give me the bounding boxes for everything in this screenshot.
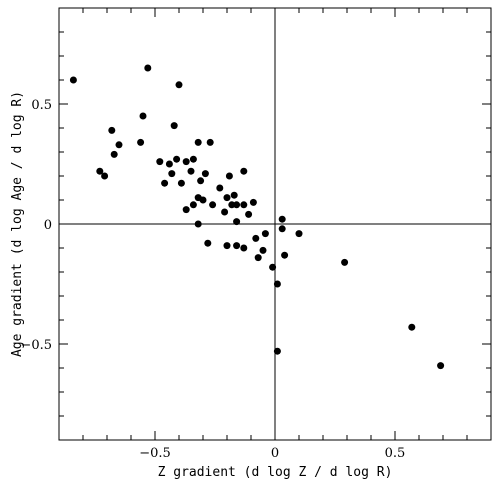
data-point [115,141,123,149]
data-point [156,158,164,166]
data-point [233,201,241,209]
data-point [216,184,224,192]
data-point [252,234,260,242]
data-point [108,126,116,134]
x-tick-label: 0 [271,446,279,461]
x-tick-label: 0.5 [385,446,406,461]
data-point [144,64,152,72]
data-point [273,280,281,288]
data-point [233,242,241,250]
y-axis-label: Age gradient (d log Age / d log R) [10,91,25,357]
y-tick-label: 0.5 [31,98,52,113]
data-point [197,177,205,185]
data-point [177,179,185,187]
data-point [189,201,197,209]
data-point [295,230,303,238]
data-point [249,198,257,206]
data-point [341,258,349,266]
data-point [168,170,176,178]
data-point [194,220,202,228]
data-point [69,76,77,84]
data-point [206,138,214,146]
data-point [187,167,195,175]
data-point [173,155,181,163]
data-point [139,112,147,120]
data-point [223,242,231,250]
y-tick-label: 0 [44,218,52,233]
data-point [201,170,209,178]
data-point [228,201,236,209]
x-tick-label: −0.5 [139,446,171,461]
data-point [269,263,277,271]
data-point [240,244,248,252]
data-point [278,215,286,223]
data-point [175,81,183,89]
data-point [278,225,286,233]
data-point [189,155,197,163]
data-point [259,246,267,254]
data-point [240,201,248,209]
data-point [437,362,445,370]
data-point [230,191,238,199]
data-point [165,160,173,168]
data-point [245,210,253,218]
data-point [199,196,207,204]
data-point [182,158,190,166]
data-points [69,64,445,370]
y-tick-label: −0.5 [20,338,52,353]
data-point [209,201,217,209]
data-point [137,138,145,146]
data-point [170,122,178,130]
data-point [254,254,262,262]
data-point [225,172,233,180]
data-point [110,150,118,158]
data-point [182,206,190,214]
data-point [223,194,231,202]
data-point [261,230,269,238]
data-point [204,239,212,247]
x-axis-label: Z gradient (d log Z / d log R) [158,465,393,480]
data-point [408,323,416,331]
data-point [233,218,241,226]
data-point [240,167,248,175]
data-point [273,347,281,355]
data-point [194,138,202,146]
data-point [96,167,104,175]
axes: −0.5 0 0.5 −0.5 0 0.5 [20,7,492,461]
data-point [221,208,229,216]
data-point [101,172,109,180]
data-point [281,251,289,259]
data-point [161,179,169,187]
